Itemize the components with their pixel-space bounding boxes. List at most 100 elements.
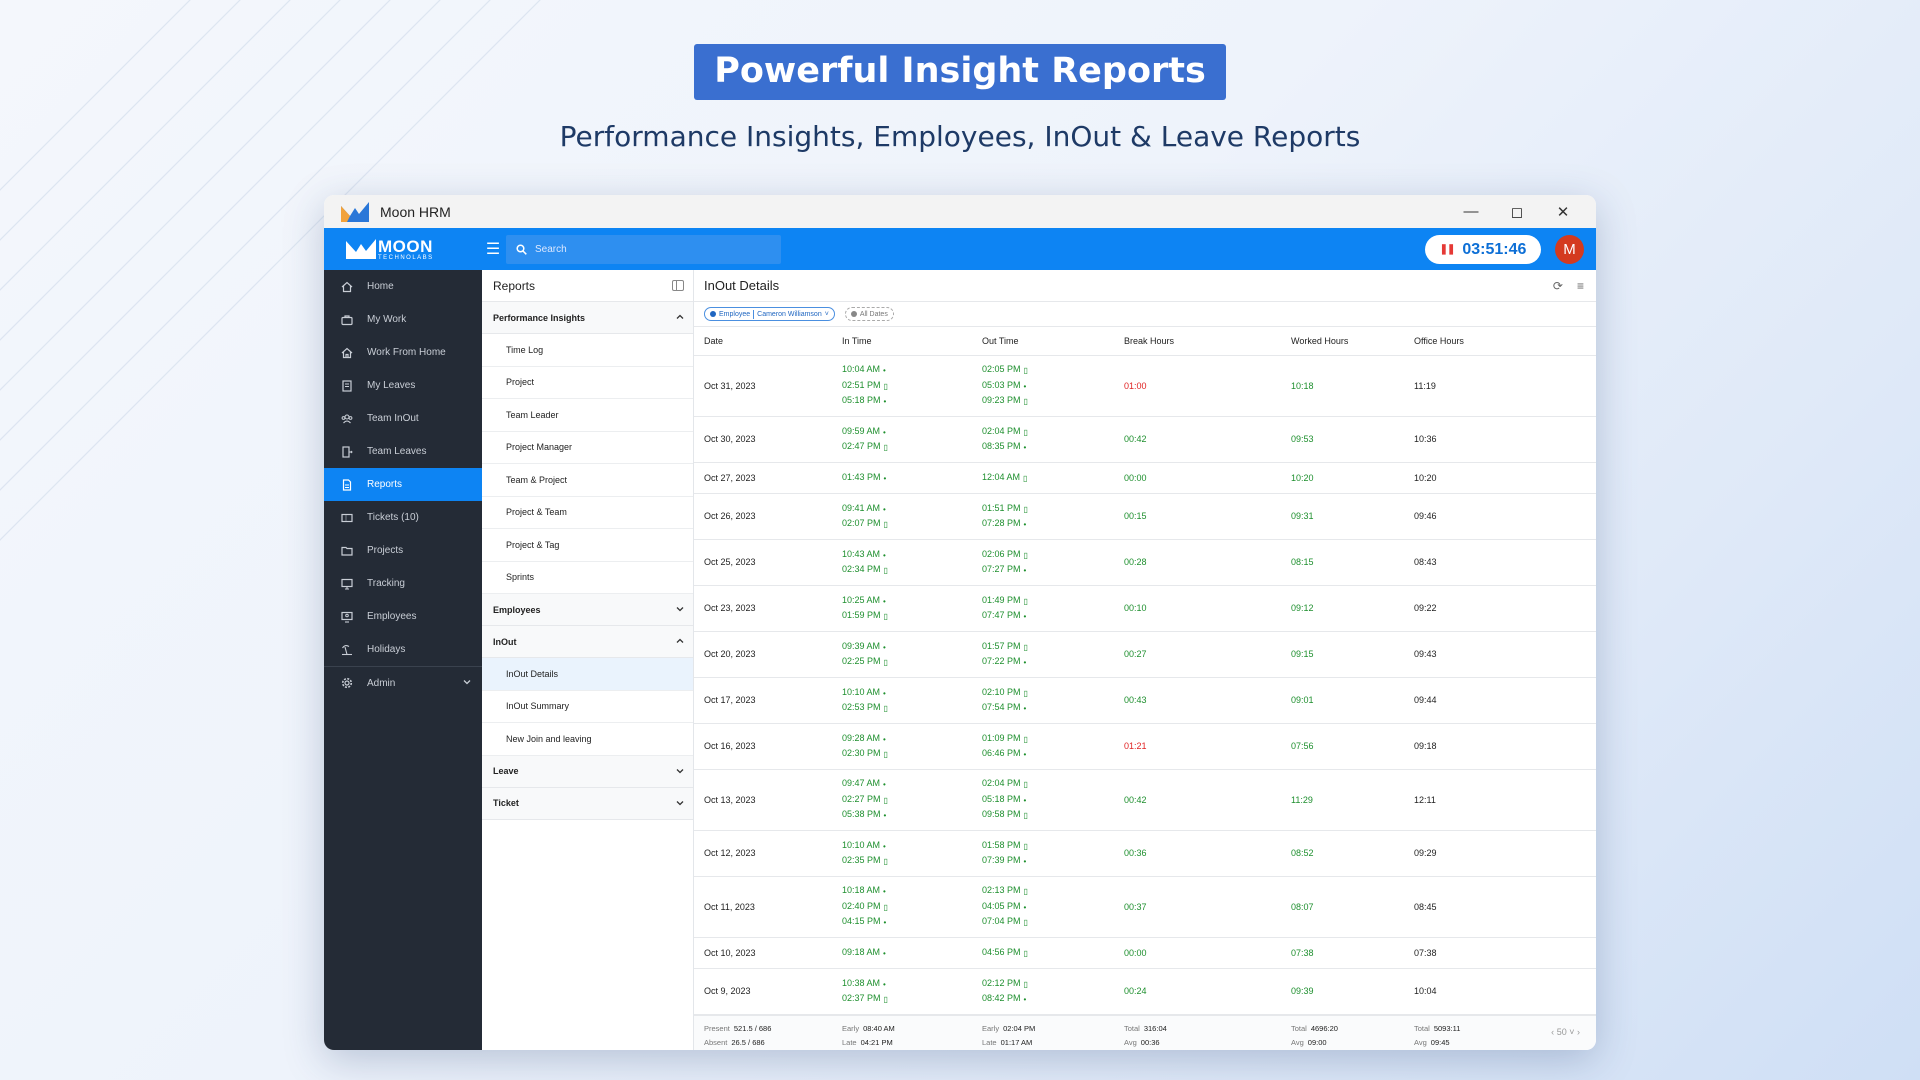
brand-logo[interactable]: MOON TECHNOLABS	[324, 238, 482, 261]
sidebar-item-team-inout[interactable]: Team InOut	[324, 402, 482, 435]
time-value: 09:28 AM	[842, 732, 881, 743]
refresh-icon[interactable]: ⟳	[1552, 279, 1563, 293]
fingerprint-icon: •	[883, 918, 887, 928]
time-entry: 04:05 PM •	[982, 899, 1114, 915]
sidebar-item-tracking[interactable]: Tracking	[324, 567, 482, 600]
time-entry: 04:56 PM ▯	[982, 945, 1114, 961]
gear-icon	[340, 676, 354, 690]
fingerprint-icon: •	[1023, 902, 1027, 912]
column-header-in-time[interactable]: In Time	[832, 327, 972, 356]
table-row[interactable]: Oct 11, 2023 10:18 AM • 02:40 PM ▯ 04:15 PM • 0…	[694, 876, 1596, 938]
sidebar-item-team-leaves[interactable]: Team Leaves	[324, 435, 482, 468]
search-input[interactable]	[535, 243, 755, 255]
subnav-item-sprints[interactable]: Sprints	[482, 562, 693, 594]
time-entry: 09:18 AM •	[842, 945, 972, 961]
column-header-out-time[interactable]: Out Time	[972, 327, 1114, 356]
break-hours-cell: 00:43	[1114, 677, 1281, 724]
collapse-panel-icon[interactable]	[672, 280, 684, 291]
page-size-select[interactable]: 50	[1556, 1027, 1567, 1037]
table-row[interactable]: Oct 12, 2023 10:10 AM • 02:35 PM ▯ 01:58 PM ▯ 0…	[694, 830, 1596, 877]
employee-filter-chip[interactable]: Employee Cameron Williamson ˅	[704, 307, 835, 321]
fingerprint-icon: •	[883, 948, 886, 958]
subnav-item-new-join-and-leaving[interactable]: New Join and leaving	[482, 723, 693, 756]
subnav-item-inout-summary[interactable]: InOut Summary	[482, 691, 693, 723]
summary-break-hours: Total 316:04 Avg 00:36	[1114, 1016, 1281, 1050]
chevron-down-icon	[676, 768, 684, 773]
sidebar-item-reports[interactable]: Reports	[324, 468, 482, 501]
subnav-item-project-and-tag[interactable]: Project & Tag	[482, 529, 693, 562]
table-row[interactable]: Oct 9, 2023 10:38 AM • 02:37 PM ▯ 02:12 PM ▯ 08…	[694, 968, 1596, 1015]
sidebar-item-employees[interactable]: Employees	[324, 600, 482, 633]
time-value: 09:47 AM	[842, 778, 881, 789]
maximize-icon[interactable]: ◻	[1510, 203, 1524, 221]
subnav-item-team-and-project[interactable]: Team & Project	[482, 464, 693, 497]
time-entry: 02:40 PM ▯	[842, 899, 972, 915]
filter-bar: Employee Cameron Williamson ˅ All Dates	[694, 302, 1596, 327]
time-entry: 02:10 PM ▯	[982, 685, 1114, 701]
summary-in-time: Early 08:40 AM Late 04:21 PM	[832, 1016, 972, 1050]
hamburger-menu-icon[interactable]: ☰	[485, 241, 501, 258]
table-row[interactable]: Oct 10, 2023 09:18 AM • 04:56 PM ▯ 00:00 07:38…	[694, 937, 1596, 969]
close-icon[interactable]: ✕	[1556, 203, 1570, 221]
section-employees[interactable]: Employees	[482, 594, 693, 626]
sidebar-item-projects[interactable]: Projects	[324, 534, 482, 567]
column-header-date[interactable]: Date	[694, 327, 832, 356]
column-header-office-hours[interactable]: Office Hours	[1404, 327, 1596, 356]
sidebar-item-my-work[interactable]: My Work	[324, 303, 482, 336]
subnav-item-time-log[interactable]: Time Log	[482, 334, 693, 367]
chevron-left-icon[interactable]: ‹	[1551, 1027, 1555, 1037]
chevron-right-icon[interactable]: ›	[1577, 1027, 1580, 1037]
filter-icon[interactable]: ≡	[1576, 279, 1584, 293]
table-row[interactable]: Oct 23, 2023 10:25 AM • 01:59 PM ▯ 01:49 PM ▯ 0…	[694, 585, 1596, 632]
minimize-icon[interactable]: —	[1463, 203, 1479, 220]
sidebar-item-my-leaves[interactable]: My Leaves	[324, 369, 482, 402]
user-avatar[interactable]: M	[1555, 235, 1584, 264]
column-header-worked-hours[interactable]: Worked Hours	[1281, 327, 1404, 356]
table-row[interactable]: Oct 31, 2023 10:04 AM • 02:51 PM ▯ 05:18 PM • 0…	[694, 355, 1596, 417]
section-inout[interactable]: InOut	[482, 626, 693, 658]
out-time-cell: 01:09 PM ▯ 06:46 PM •	[972, 723, 1114, 770]
table-row[interactable]: Oct 17, 2023 10:10 AM • 02:53 PM ▯ 02:10 PM ▯ 0…	[694, 677, 1596, 724]
pause-icon[interactable]: ❚❚	[1439, 244, 1456, 255]
fingerprint-icon: •	[883, 887, 886, 897]
leave-icon	[340, 379, 354, 393]
subnav-item-inout-details[interactable]: InOut Details	[482, 658, 693, 691]
filter-label: Employee	[719, 310, 751, 318]
table-row[interactable]: Oct 26, 2023 09:41 AM • 02:07 PM ▯ 01:51 PM ▯ 0…	[694, 493, 1596, 540]
subnav-item-project[interactable]: Project	[482, 367, 693, 399]
summary-out-time: Early 02:04 PM Late 01:17 AM	[972, 1016, 1114, 1050]
sidebar-item-holidays[interactable]: Holidays	[324, 633, 482, 666]
table-row[interactable]: Oct 13, 2023 09:47 AM • 02:27 PM ▯ 05:38 PM • 0…	[694, 769, 1596, 831]
close-icon[interactable]	[710, 311, 716, 317]
chevron-down-icon	[676, 800, 684, 805]
search-box[interactable]	[506, 234, 781, 264]
sidebar-item-work-from-home[interactable]: Work From Home	[324, 336, 482, 369]
time-value: 02:51 PM	[842, 379, 881, 390]
dates-filter-chip[interactable]: All Dates	[844, 307, 894, 321]
table-row[interactable]: Oct 20, 2023 09:39 AM • 02:25 PM ▯ 01:57 PM ▯ 0…	[694, 631, 1596, 678]
time-entry: 07:04 PM ▯	[982, 914, 1114, 930]
time-value: 08:42 PM	[982, 993, 1021, 1003]
subnav-item-team-leader[interactable]: Team Leader	[482, 399, 693, 432]
fingerprint-icon: •	[883, 979, 886, 989]
time-entry: 02:25 PM ▯	[842, 654, 972, 670]
sidebar-item-admin[interactable]: Admin	[324, 666, 482, 699]
section-ticket[interactable]: Ticket	[482, 787, 693, 820]
subnav-item-project-and-team[interactable]: Project & Team	[482, 497, 693, 529]
device-icon: ▯	[883, 520, 888, 529]
worked-hours-cell: 09:53	[1281, 416, 1404, 463]
table-row[interactable]: Oct 16, 2023 09:28 AM • 02:30 PM ▯ 01:09 PM ▯ 0…	[694, 723, 1596, 770]
device-icon: ▯	[1023, 811, 1028, 821]
work-timer[interactable]: ❚❚ 03:51:46	[1425, 235, 1541, 264]
column-header-break-hours[interactable]: Break Hours	[1114, 327, 1281, 356]
table-row[interactable]: Oct 30, 2023 09:59 AM • 02:47 PM ▯ 02:04 PM ▯ 0…	[694, 416, 1596, 463]
sidebar-item-tickets[interactable]: Tickets (10)	[324, 501, 482, 534]
device-icon: ▯	[1023, 887, 1028, 897]
section-leave[interactable]: Leave	[482, 755, 693, 788]
table-row[interactable]: Oct 27, 2023 01:43 PM • 12:04 AM ▯ 00:00 10:20…	[694, 462, 1596, 494]
table-row[interactable]: Oct 25, 2023 10:43 AM • 02:34 PM ▯ 02:06 PM ▯ 0…	[694, 539, 1596, 586]
sidebar-item-home[interactable]: Home	[324, 270, 482, 303]
time-value: 01:57 PM	[982, 640, 1021, 651]
section-performance-insights[interactable]: Performance Insights	[482, 302, 693, 334]
subnav-item-project-manager[interactable]: Project Manager	[482, 432, 693, 464]
